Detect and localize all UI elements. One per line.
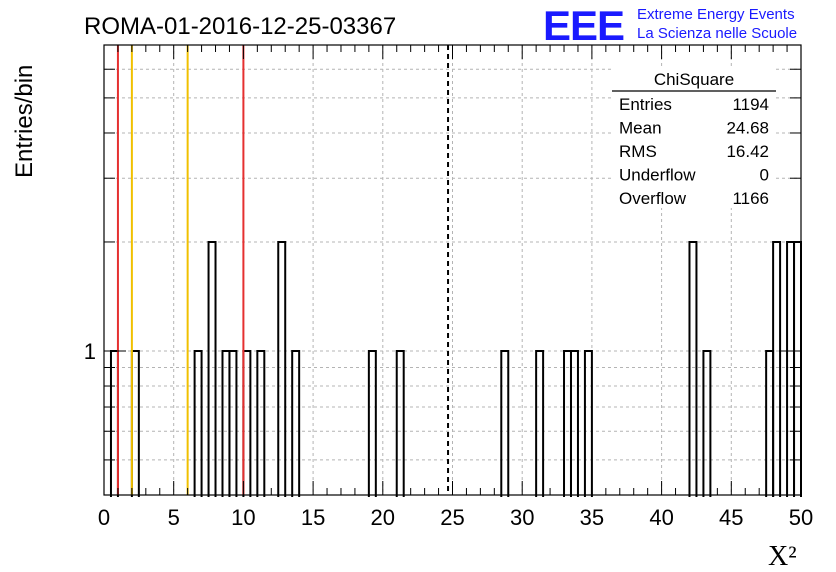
histogram-series [109,240,802,497]
stats-label: Mean [619,119,662,138]
grid-lines [104,45,801,495]
histogram-bin [786,240,796,497]
y-axis-label: Entries/bin [11,65,38,178]
x-tick-label: 5 [168,505,180,530]
x-tick-label: 10 [231,505,255,530]
histogram-bin [569,349,579,497]
x-tick-label: 30 [510,505,534,530]
logo-line-1: Extreme Energy Events [637,6,795,23]
stats-label: Overflow [619,189,687,208]
histogram-bin [535,349,545,497]
histogram-bin [367,349,377,497]
x-tick-label: 15 [301,505,325,530]
y-tick-label: 1 [84,339,96,364]
histogram-bin [395,349,405,497]
x-tick-label: 40 [649,505,673,530]
stats-box: ChiSquare Entries 1194 Mean 24.68 RMS 16.42 Un… [612,68,776,208]
histogram-bin [221,349,231,497]
stats-value: 1166 [732,189,769,208]
stats-value: 16.42 [726,142,769,161]
stats-value: 24.68 [726,119,769,138]
histogram-bin [583,349,593,497]
histogram-bin [242,349,252,497]
stats-box-title: ChiSquare [654,70,734,89]
histogram-bin [228,349,238,497]
stats-label: Underflow [619,166,696,185]
histogram-bin [702,349,712,497]
histogram-bin [193,349,203,497]
histogram-bin [109,349,119,497]
histogram-bin [500,349,510,497]
stats-box-background [612,68,776,208]
x-tick-label: 35 [580,505,604,530]
x-tick-label: 20 [371,505,395,530]
x-tick-label: 0 [98,505,110,530]
chart-title: ROMA-01-2016-12-25-03367 [84,13,396,40]
stats-label: Entries [619,95,672,114]
reference-lines [116,45,450,495]
histogram-bin [793,240,802,497]
logo-mark: EEE [543,2,624,49]
x-axis-ticks: 0 5 10 15 20 25 30 35 40 45 50 [98,45,813,530]
histogram-bin [256,349,266,497]
histogram-bin [772,240,782,497]
x-tick-label: 25 [440,505,464,530]
histogram-bin [563,349,572,497]
stats-value: 0 [760,166,769,185]
x-tick-label: 50 [789,505,813,530]
x-axis-label: X² [768,541,797,572]
histogram-bin [291,349,301,497]
y-axis-ticks: 1 [84,68,801,461]
logo-line-2: La Scienza nelle Scuole [637,25,797,42]
stats-label: RMS [619,142,657,161]
histogram-bin [277,240,287,497]
histogram-bin [207,240,217,497]
eee-logo: EEE Extreme Energy Events La Scienza nel… [543,2,797,49]
histogram-bin [688,240,698,497]
stats-value: 1194 [732,95,769,114]
histogram-bin [765,349,775,497]
histogram-bin [130,349,140,497]
x-tick-label: 45 [719,505,743,530]
